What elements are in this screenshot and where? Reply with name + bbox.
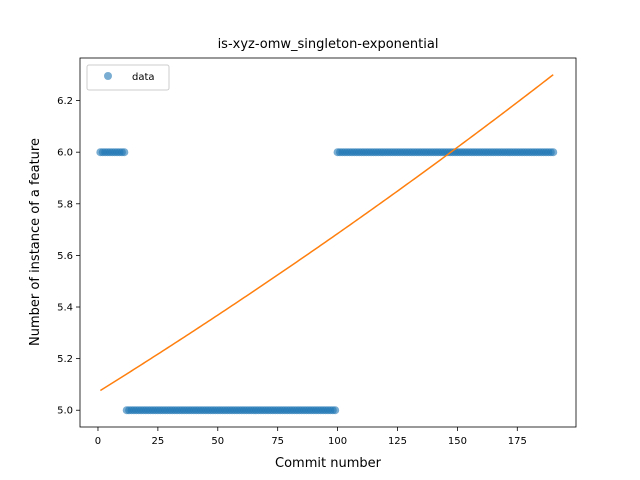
x-tick-label: 125 (388, 436, 407, 447)
legend-marker-data (104, 72, 112, 80)
fit-curve (99, 74, 554, 392)
x-tick-label: 100 (328, 436, 347, 447)
x-tick-label: 25 (152, 436, 165, 447)
x-tick-label: 50 (211, 436, 224, 447)
y-tick-label: 6.2 (57, 96, 73, 107)
legend: data (86, 64, 170, 91)
x-tick-label: 75 (271, 436, 284, 447)
y-tick-label: 6.0 (57, 148, 73, 159)
x-axis-label: Commit number (275, 456, 382, 471)
chart-title: is-xyz-omw_singleton-exponential (218, 37, 439, 52)
axes: 0 25 50 75 100 125 150 175 5.0 5.2 5.4 5.6 5.8 6.0 6.2 (57, 57, 577, 447)
data-point (549, 148, 558, 157)
x-tick-label: 150 (448, 436, 467, 447)
x-tick-label: 0 (95, 436, 101, 447)
plot-area (96, 74, 558, 415)
y-tick-label: 5.6 (57, 251, 73, 262)
axes-frame (79, 57, 577, 428)
y-tick-label: 5.0 (57, 406, 73, 417)
y-tick-label: 5.4 (57, 303, 73, 314)
x-tick-label: 175 (508, 436, 527, 447)
legend-box (86, 64, 170, 91)
data-point (331, 406, 340, 415)
legend-label-data: data (132, 72, 155, 83)
y-tick-label: 5.8 (57, 199, 73, 210)
data-point (120, 148, 129, 157)
y-axis-label: Number of instance of a feature (28, 138, 43, 346)
y-tick-label: 5.2 (57, 354, 73, 365)
